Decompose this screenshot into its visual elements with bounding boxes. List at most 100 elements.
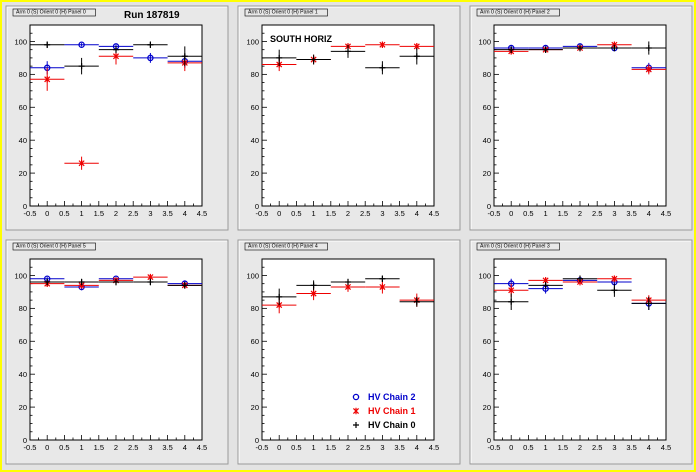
pad-title-box bbox=[476, 8, 560, 17]
pad-bevel bbox=[6, 6, 227, 229]
x-tick-label: 0.5 bbox=[291, 209, 301, 218]
x-tick-label: 1.5 bbox=[558, 443, 568, 452]
pad-title-box bbox=[12, 8, 96, 17]
hv-chain-1-point bbox=[379, 41, 386, 48]
x-tick-label: 4 bbox=[415, 209, 419, 218]
x-tick-label: 4.5 bbox=[429, 443, 439, 452]
hv-chain-1-point bbox=[645, 66, 652, 73]
x-tick-label: 1.5 bbox=[558, 209, 568, 218]
hv-chain-1-point bbox=[508, 287, 515, 294]
pad-bevel bbox=[238, 240, 459, 463]
y-tick-label: 40 bbox=[251, 370, 259, 379]
hv-chain-1-point bbox=[44, 76, 51, 83]
x-tick-label: 3.5 bbox=[162, 443, 172, 452]
y-tick-label: 60 bbox=[19, 337, 27, 346]
x-tick-label: 4.5 bbox=[197, 443, 207, 452]
hv-chain-0-point bbox=[345, 279, 351, 286]
plot-frame bbox=[493, 24, 667, 207]
x-tick-label: 2.5 bbox=[128, 443, 138, 452]
y-tick-label: 60 bbox=[251, 103, 259, 112]
y-tick-label: 20 bbox=[251, 169, 259, 178]
y-tick-label: 100 bbox=[14, 271, 27, 280]
hv-chain-0-point bbox=[379, 275, 386, 282]
x-tick-label: 0 bbox=[509, 209, 513, 218]
pad-bevel bbox=[6, 240, 227, 463]
y-tick-label: 100 bbox=[246, 271, 259, 280]
hv-chain-0-point bbox=[78, 279, 85, 286]
hv-chain-0-point bbox=[147, 41, 154, 48]
x-tick-label: 2.5 bbox=[128, 209, 138, 218]
pad-title: Arm 0 (S) Orient 0 (H) Panel 1 bbox=[248, 10, 318, 16]
x-tick-label: 3.5 bbox=[626, 443, 636, 452]
y-tick-label: 80 bbox=[19, 304, 27, 313]
pad-title: Arm 0 (S) Orient 0 (H) Panel 2 bbox=[480, 10, 550, 16]
x-tick-label: 2.5 bbox=[360, 443, 370, 452]
hv-chain-0-point bbox=[577, 275, 583, 282]
y-tick-label: 80 bbox=[19, 70, 27, 79]
y-tick-label: 100 bbox=[478, 37, 491, 46]
pad-bevel bbox=[238, 6, 459, 229]
hv-chain-2-point bbox=[147, 54, 154, 62]
legend-marker bbox=[352, 393, 360, 401]
x-tick-label: 2.5 bbox=[360, 209, 370, 218]
pad-title-box bbox=[12, 242, 96, 251]
x-tick-label: 2 bbox=[346, 443, 350, 452]
pad-title: Arm 0 (S) Orient 0 (H) Panel 4 bbox=[248, 244, 318, 250]
x-tick-label: 0.5 bbox=[523, 209, 533, 218]
hv-chain-0-point bbox=[44, 279, 51, 286]
hv-chain-0-point bbox=[345, 48, 351, 55]
hv-chain-1-point bbox=[78, 160, 85, 167]
pad-title-box bbox=[244, 242, 328, 251]
hv-chain-0-point bbox=[508, 298, 515, 305]
pad-title: Arm 0 (S) Orient 0 (H) Panel 3 bbox=[480, 244, 550, 250]
hv-chain-0-point bbox=[276, 54, 283, 61]
hv-chain-0-point bbox=[310, 56, 317, 63]
chart-pad-4: Arm 0 (S) Orient 0 (H) Panel 4-0.5 0 0.5 1 1… bbox=[237, 239, 461, 465]
x-tick-label: 2.5 bbox=[592, 209, 602, 218]
x-tick-label: 0.5 bbox=[59, 443, 69, 452]
x-tick-label: 1.5 bbox=[94, 209, 104, 218]
hv-chain-0-point bbox=[611, 45, 618, 52]
y-tick-label: 0 bbox=[23, 202, 27, 211]
hv-chain-0-point bbox=[542, 46, 549, 53]
x-tick-label: -0.5 bbox=[256, 209, 269, 218]
x-tick-label: 2 bbox=[114, 443, 118, 452]
y-tick-label: 80 bbox=[483, 70, 491, 79]
legend-marker bbox=[352, 407, 360, 415]
x-tick-label: 3 bbox=[380, 443, 384, 452]
x-tick-label: 3.5 bbox=[162, 209, 172, 218]
hv-chain-0-point bbox=[113, 279, 119, 286]
hv-chain-1-point bbox=[379, 283, 386, 291]
x-tick-label: 0 bbox=[277, 443, 281, 452]
x-tick-label: -0.5 bbox=[488, 209, 501, 218]
hv-chain-0-point bbox=[113, 46, 119, 53]
y-tick-label: 80 bbox=[251, 304, 259, 313]
x-tick-label: 1 bbox=[312, 209, 316, 218]
hv-chain-0-point bbox=[611, 287, 618, 294]
x-tick-label: 4 bbox=[647, 443, 651, 452]
hv-chain-0-point bbox=[413, 298, 420, 305]
y-tick-label: 20 bbox=[251, 403, 259, 412]
hv-chain-0-point bbox=[310, 282, 317, 289]
y-tick-label: 0 bbox=[487, 202, 491, 211]
x-tick-label: 1 bbox=[544, 443, 548, 452]
chart-pad-2: Arm 0 (S) Orient 0 (H) Panel 2-0.5 0 0.5 1 1… bbox=[469, 5, 693, 231]
x-tick-label: 4.5 bbox=[429, 209, 439, 218]
x-tick-label: 0 bbox=[509, 443, 513, 452]
pad-bevel bbox=[470, 6, 691, 229]
x-tick-label: 3.5 bbox=[394, 209, 404, 218]
run-label: Run 187819 bbox=[124, 10, 180, 21]
y-tick-label: 0 bbox=[23, 436, 27, 445]
legend: HV Chain 2 HV Chain 1 HV Chain 0 bbox=[352, 392, 416, 430]
x-tick-label: 1 bbox=[544, 209, 548, 218]
y-tick-label: 40 bbox=[483, 370, 491, 379]
y-tick-label: 100 bbox=[14, 37, 27, 46]
x-tick-label: 4 bbox=[415, 443, 419, 452]
x-tick-label: 3.5 bbox=[626, 209, 636, 218]
chart-pad-3: Arm 0 (S) Orient 0 (H) Panel 5-0.5 0 0.5 1 1… bbox=[5, 239, 229, 465]
x-tick-label: 1.5 bbox=[326, 209, 336, 218]
hv-chain-1-point bbox=[611, 275, 618, 282]
y-tick-label: 40 bbox=[251, 136, 259, 145]
hv-chain-0-point bbox=[379, 64, 386, 71]
